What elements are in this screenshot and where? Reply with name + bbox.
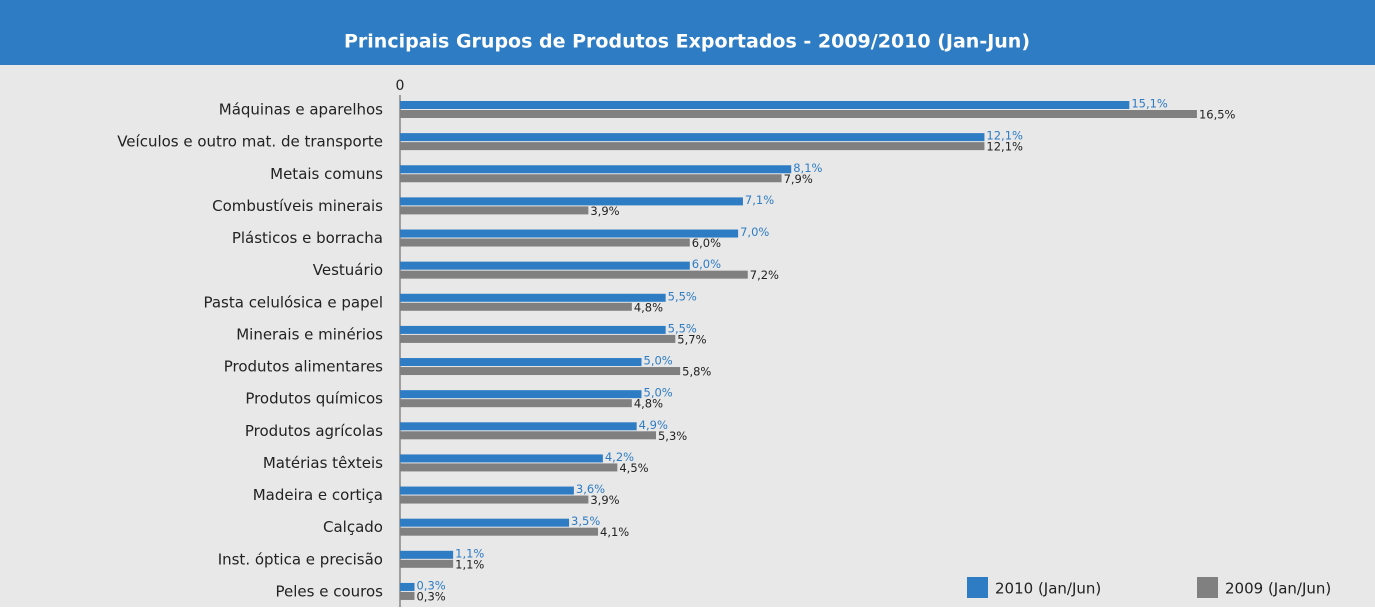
category-label: Metais comuns	[270, 165, 383, 183]
title-bar	[0, 0, 1375, 65]
bar	[400, 270, 748, 279]
bar	[400, 229, 739, 238]
category-label: Plásticos e borracha	[232, 229, 383, 247]
category-label: Pasta celulósica e papel	[203, 293, 383, 311]
bar	[400, 334, 676, 343]
bar	[400, 165, 792, 174]
category-label: Peles e couros	[276, 582, 384, 600]
bar	[400, 293, 666, 302]
bar	[400, 463, 618, 472]
value-label: 12,1%	[986, 129, 1023, 143]
legend-swatch	[967, 577, 988, 598]
value-label: 5,0%	[644, 354, 673, 368]
category-label: Máquinas e aparelhos	[219, 101, 383, 119]
bar	[400, 454, 603, 463]
bar	[400, 486, 574, 495]
value-label: 5,7%	[677, 332, 706, 346]
category-label: Produtos alimentares	[224, 358, 383, 376]
value-label: 4,9%	[639, 418, 668, 432]
value-label: 4,1%	[600, 525, 629, 539]
bar	[400, 325, 666, 334]
value-label: 7,1%	[745, 193, 774, 207]
value-label: 3,5%	[571, 514, 600, 528]
category-label: Calçado	[323, 518, 383, 536]
category-label: Combustíveis minerais	[212, 197, 383, 215]
bar	[400, 206, 589, 215]
bar	[400, 197, 743, 206]
category-label: Madeira e cortiça	[253, 486, 383, 504]
value-label: 15,1%	[1131, 97, 1168, 111]
category-label: Minerais e minérios	[236, 325, 383, 343]
value-label: 8,1%	[793, 161, 822, 175]
bar	[400, 559, 454, 568]
value-label: 4,5%	[619, 461, 648, 475]
bar	[400, 518, 570, 527]
bar	[400, 550, 454, 559]
value-label: 5,8%	[682, 365, 711, 379]
category-label: Inst. óptica e precisão	[218, 550, 383, 568]
value-label: 1,1%	[455, 546, 484, 560]
bar	[400, 591, 415, 600]
bar	[400, 238, 690, 247]
value-label: 3,6%	[576, 482, 605, 496]
bar	[400, 142, 985, 151]
value-label: 3,9%	[590, 204, 619, 218]
value-label: 12,1%	[986, 140, 1023, 154]
value-label: 5,0%	[644, 386, 673, 400]
value-label: 6,0%	[692, 257, 721, 271]
category-label: Vestuário	[313, 261, 383, 279]
value-label: 5,5%	[668, 321, 697, 335]
bar	[400, 399, 632, 408]
legend-label: 2009 (Jan/Jun)	[1225, 580, 1331, 598]
legend-swatch	[1197, 577, 1218, 598]
bar	[400, 390, 642, 399]
value-label: 4,8%	[634, 300, 663, 314]
bar	[400, 261, 690, 270]
value-label: 4,8%	[634, 397, 663, 411]
chart-title: Principais Grupos de Produtos Exportados…	[344, 31, 1030, 53]
category-label: Matérias têxteis	[263, 454, 383, 472]
bar	[400, 422, 637, 431]
value-label: 5,3%	[658, 429, 687, 443]
bar	[400, 495, 589, 504]
legend-label: 2010 (Jan/Jun)	[995, 580, 1101, 598]
bar	[400, 431, 656, 440]
value-label: 0,3%	[416, 578, 445, 592]
bar	[400, 133, 985, 142]
bar	[400, 358, 642, 367]
value-label: 7,9%	[784, 172, 813, 186]
value-label: 16,5%	[1199, 108, 1236, 122]
value-label: 4,2%	[605, 450, 634, 464]
value-label: 1,1%	[455, 557, 484, 571]
value-label: 5,5%	[668, 289, 697, 303]
value-label: 7,2%	[750, 268, 779, 282]
category-label: Produtos agrícolas	[245, 422, 383, 440]
value-label: 7,0%	[740, 225, 769, 239]
bar	[400, 527, 599, 536]
value-label: 6,0%	[692, 236, 721, 250]
category-label: Produtos químicos	[245, 390, 383, 408]
bar	[400, 101, 1130, 109]
bar	[400, 174, 782, 183]
value-label: 3,9%	[590, 493, 619, 507]
bar	[400, 302, 632, 311]
value-label: 0,3%	[416, 589, 445, 603]
bar	[400, 367, 681, 376]
category-label: Veículos e outro mat. de transporte	[117, 133, 383, 151]
bar	[400, 110, 1197, 118]
x-tick-label: 0	[396, 78, 405, 94]
bar	[400, 582, 415, 591]
